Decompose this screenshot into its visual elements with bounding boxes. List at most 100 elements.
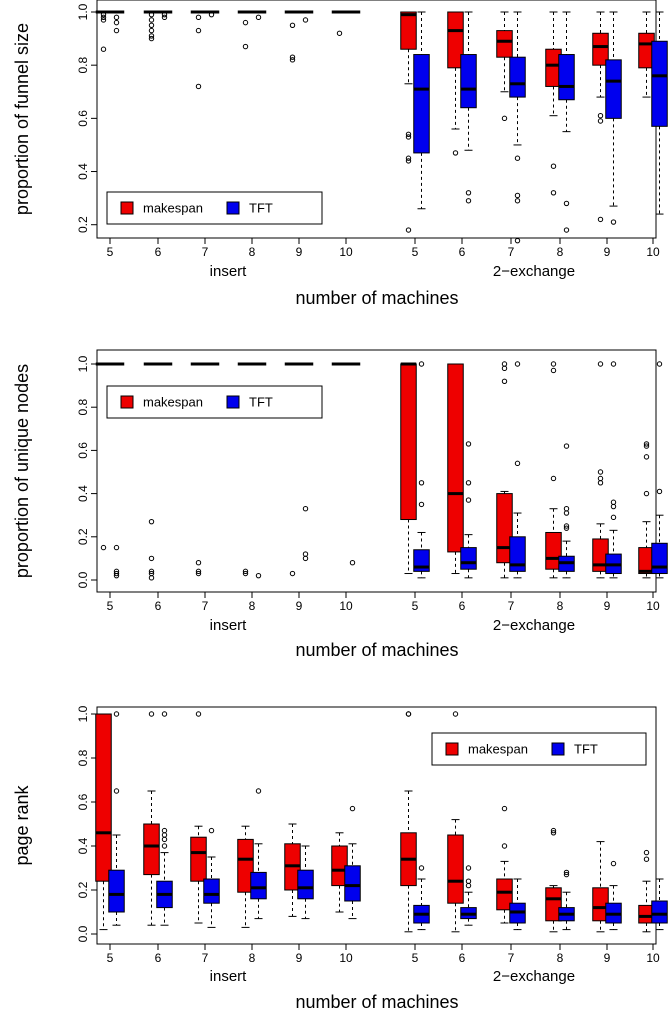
box-makespan-insert-5 <box>95 362 112 551</box>
outlier-point <box>501 805 508 812</box>
plot-frame <box>96 349 657 593</box>
outlier-point <box>148 33 155 39</box>
outlier-point <box>597 469 604 475</box>
box-body <box>651 900 668 924</box>
box-makespan-exchange-8 <box>545 827 562 933</box>
x-tick-label: 5 <box>412 951 419 965</box>
box-makespan-insert-8 <box>237 10 254 50</box>
y-tick-label: 0.2 <box>76 881 90 898</box>
outlier-point <box>643 441 650 447</box>
outlier-point <box>161 836 168 843</box>
box-makespan-insert-6 <box>143 10 160 42</box>
legend-swatch-makespan <box>120 395 134 409</box>
outlier-point <box>113 544 120 551</box>
outlier-point <box>302 506 309 512</box>
outlier-point <box>514 237 521 244</box>
outlier-point <box>418 865 425 871</box>
box-body <box>460 54 477 109</box>
box-body <box>592 32 609 66</box>
legend-swatch-tft <box>226 201 240 215</box>
outlier-point <box>195 83 202 90</box>
outlier-point <box>208 827 215 834</box>
x-tick-label: 9 <box>296 599 303 613</box>
box-body <box>250 871 267 900</box>
x-tick-label: 10 <box>339 599 353 613</box>
y-tick-label: 0.6 <box>76 793 90 810</box>
x-tick-label: 6 <box>459 599 466 613</box>
box-body <box>509 536 526 572</box>
box-makespan-insert-5 <box>95 713 112 931</box>
box-tft-insert-8 <box>250 10 267 21</box>
outlier-point <box>610 860 617 867</box>
box-makespan-insert-10 <box>331 832 348 913</box>
box-body <box>460 547 477 570</box>
box-makespan-insert-5 <box>95 10 112 52</box>
outlier-point <box>610 514 617 521</box>
outlier-point <box>113 19 120 26</box>
box-makespan-exchange-9 <box>592 361 609 579</box>
x-axis-title: number of machines <box>295 288 458 308</box>
box-tft-exchange-5 <box>413 11 430 210</box>
box-body <box>95 713 112 882</box>
outlier-point <box>563 523 570 529</box>
outlier-point <box>465 497 472 503</box>
outlier-point <box>501 115 508 122</box>
y-axis-title: proportion of unique nodes <box>12 364 32 578</box>
outlier-point <box>208 11 215 18</box>
outlier-point <box>113 788 120 794</box>
outlier-point <box>161 14 168 21</box>
box-body <box>545 887 562 922</box>
outlier-point <box>643 443 650 449</box>
outlier-point <box>302 555 309 562</box>
outlier-point <box>452 150 459 156</box>
box-makespan-insert-9 <box>284 823 301 917</box>
x-tick-label: 8 <box>557 951 564 965</box>
box-tft-insert-10 <box>344 362 361 566</box>
outlier-point <box>148 568 155 575</box>
box-makespan-exchange-5 <box>400 11 417 233</box>
outlier-point <box>563 869 570 876</box>
box-body <box>108 869 125 913</box>
outlier-point <box>302 551 309 557</box>
outlier-point <box>563 871 570 878</box>
outlier-point <box>242 570 249 577</box>
outlier-point <box>161 843 168 849</box>
y-tick-label: 0.4 <box>76 837 90 854</box>
box-tft-insert-8 <box>250 788 267 920</box>
box-tft-exchange-8 <box>558 443 575 579</box>
x-tick-label: 5 <box>412 245 419 259</box>
outlier-point <box>610 219 617 225</box>
outlier-point <box>161 832 168 838</box>
outlier-point <box>465 441 472 447</box>
outlier-point <box>195 14 202 21</box>
group-label-exchange: 2−exchange <box>493 617 575 634</box>
box-tft-insert-5 <box>108 362 125 579</box>
box-tft-exchange-8 <box>558 11 575 233</box>
x-tick-label: 6 <box>459 951 466 965</box>
outlier-point <box>597 480 604 486</box>
outlier-point <box>656 361 663 367</box>
outlier-point <box>100 11 107 18</box>
outlier-point <box>501 365 508 372</box>
outlier-point <box>195 27 202 34</box>
outlier-point <box>550 830 557 836</box>
outlier-point <box>113 572 120 579</box>
outlier-point <box>418 501 425 508</box>
outlier-point <box>113 14 120 21</box>
outlier-point <box>161 711 168 717</box>
box-tft-exchange-5 <box>413 865 430 931</box>
box-makespan-insert-9 <box>284 10 301 63</box>
legend-label-tft: TFT <box>574 742 598 757</box>
box-tft-exchange-9 <box>605 860 622 931</box>
outlier-point <box>418 361 425 367</box>
outlier-point <box>643 849 650 856</box>
outlier-point <box>643 454 650 460</box>
outlier-point <box>465 198 472 204</box>
y-tick-label: 1.0 <box>76 3 90 20</box>
outlier-point <box>148 27 155 34</box>
outlier-point <box>563 506 570 512</box>
box-makespan-exchange-5 <box>400 711 417 933</box>
legend-frame <box>431 732 647 766</box>
outlier-point <box>597 361 604 367</box>
outlier-point <box>465 878 472 884</box>
